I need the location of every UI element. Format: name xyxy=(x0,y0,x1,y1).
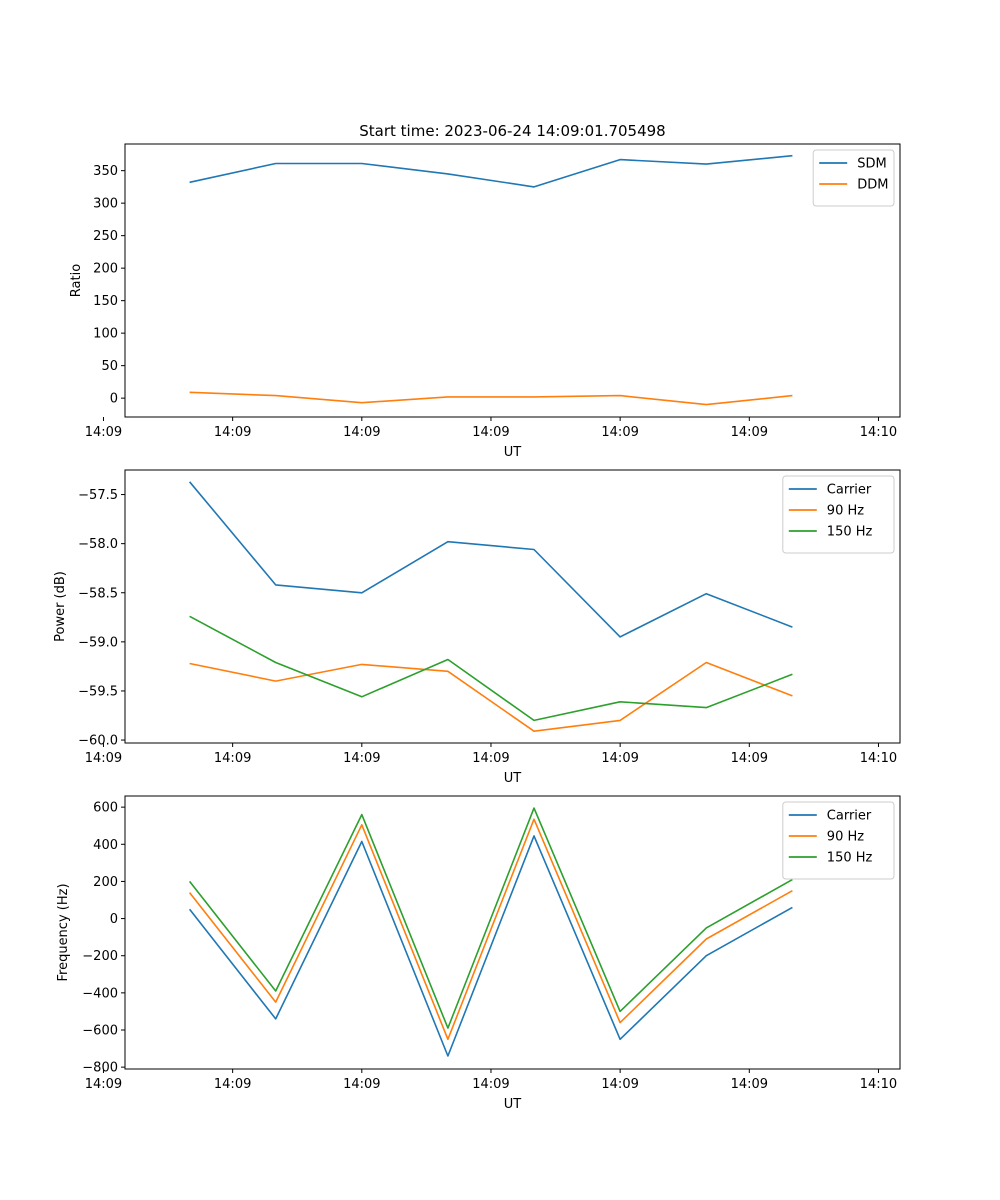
x-tick-label: 14:09 xyxy=(343,425,380,440)
panel-frequency-xlabel: UT xyxy=(504,1097,522,1112)
x-tick-label: 14:09 xyxy=(343,751,380,766)
y-tick-label: −57.5 xyxy=(78,488,118,503)
y-tick-label: −58.0 xyxy=(78,537,118,552)
y-tick-label: −58.5 xyxy=(78,586,118,601)
series-line-carrier xyxy=(188,481,793,638)
x-tick-label: 14:09 xyxy=(472,1077,509,1092)
y-tick-label: 400 xyxy=(93,838,118,853)
series-line-carrier xyxy=(188,835,793,1057)
y-tick-label: 600 xyxy=(93,801,118,816)
x-tick-label: 14:09 xyxy=(601,751,638,766)
axes-frame xyxy=(124,795,901,1070)
legend-label: Carrier xyxy=(827,483,872,498)
y-tick-label: −800 xyxy=(82,1061,118,1076)
axes-frame xyxy=(124,143,901,418)
y-tick-label: −200 xyxy=(82,949,118,964)
legend-label: 90 Hz xyxy=(827,504,864,519)
legend-label: Carrier xyxy=(827,809,872,824)
legend: Carrier 90 Hz 150 Hz xyxy=(782,801,895,880)
legend-box xyxy=(782,475,895,554)
panel-power-ylabel: Power (dB) xyxy=(53,571,68,642)
y-tick-label: 0 xyxy=(110,912,118,927)
series-line-90-hz xyxy=(189,661,793,733)
panel-ratio-ylabel: Ratio xyxy=(69,264,84,297)
series-line-sdm xyxy=(189,154,793,188)
legend-label: SDM xyxy=(857,157,886,172)
y-tick-label: −600 xyxy=(82,1024,118,1039)
x-tick-label: 14:09 xyxy=(472,425,509,440)
y-tick-label: −59.0 xyxy=(78,635,118,650)
x-tick-label: 14:10 xyxy=(860,751,897,766)
x-tick-label: 14:10 xyxy=(860,425,897,440)
panel-ratio: Ratio UT 0 50 100 150 200 250 300 350 14:09 14:09… xyxy=(69,143,901,460)
panel-power-xlabel: UT xyxy=(504,771,522,786)
y-tick-label: 300 xyxy=(93,197,118,212)
x-tick-label: 14:09 xyxy=(85,751,122,766)
legend-box xyxy=(812,149,895,207)
y-tick-label: −60.0 xyxy=(78,734,118,749)
x-tick-label: 14:09 xyxy=(214,1077,251,1092)
y-tick-label: 200 xyxy=(93,875,118,890)
legend-box xyxy=(782,801,895,880)
series-line-ddm xyxy=(189,391,793,406)
y-tick-label: −400 xyxy=(82,986,118,1001)
series-line-150-hz xyxy=(188,807,793,1029)
x-tick-label: 14:09 xyxy=(472,751,509,766)
x-tick-label: 14:09 xyxy=(85,425,122,440)
y-tick-label: 50 xyxy=(101,359,118,374)
x-tick-label: 14:09 xyxy=(731,1077,768,1092)
x-tick-label: 14:09 xyxy=(85,1077,122,1092)
y-tick-label: 150 xyxy=(93,294,118,309)
y-tick-label: −59.5 xyxy=(78,684,118,699)
x-tick-label: 14:09 xyxy=(214,425,251,440)
x-tick-label: 14:09 xyxy=(601,425,638,440)
x-tick-label: 14:09 xyxy=(601,1077,638,1092)
figure-title: Start time: 2023-06-24 14:09:01.705498 xyxy=(359,122,665,140)
legend: SDM DDM xyxy=(812,149,895,207)
panel-ratio-xlabel: UT xyxy=(504,445,522,460)
x-tick-label: 14:09 xyxy=(343,1077,380,1092)
x-tick-label: 14:09 xyxy=(731,751,768,766)
x-tick-label: 14:10 xyxy=(860,1077,897,1092)
legend-label: 90 Hz xyxy=(827,830,864,845)
x-tick-label: 14:09 xyxy=(731,425,768,440)
x-tick-label: 14:09 xyxy=(214,751,251,766)
panel-frequency: Frequency (Hz) UT −800 −600 −400 −200 0 200 40… xyxy=(56,795,901,1112)
y-tick-label: 350 xyxy=(93,164,118,179)
legend-label: 150 Hz xyxy=(827,851,873,866)
y-tick-label: 250 xyxy=(93,229,118,244)
series-line-90-hz xyxy=(188,818,793,1041)
y-tick-label: 0 xyxy=(110,392,118,407)
legend-label: 150 Hz xyxy=(827,525,873,540)
y-tick-label: 200 xyxy=(93,262,118,277)
axes-frame xyxy=(124,469,901,744)
y-tick-label: 100 xyxy=(93,327,118,342)
legend-label: DDM xyxy=(857,178,888,193)
legend: Carrier 90 Hz 150 Hz xyxy=(782,475,895,554)
panel-power: Power (dB) UT −60.0 −59.5 −59.0 −58.5 −58.0 −… xyxy=(53,469,901,786)
series-line-150-hz xyxy=(189,615,793,722)
panel-frequency-ylabel: Frequency (Hz) xyxy=(56,883,71,981)
